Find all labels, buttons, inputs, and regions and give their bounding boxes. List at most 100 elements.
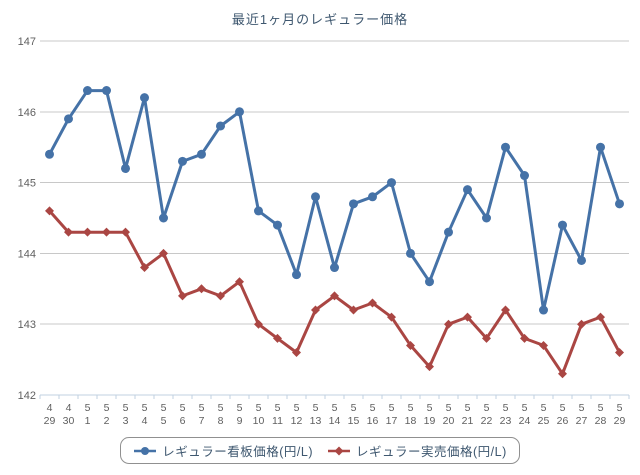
data-point-marker[interactable]: 4/29 レギュラー実売価格(円/L): 144.6 (45, 206, 54, 216)
data-point-marker[interactable]: 5/16 レギュラー看板価格(円/L): 144.8 (368, 192, 377, 202)
data-point-marker[interactable]: 5/18 レギュラー看板価格(円/L): 144 (406, 248, 415, 258)
data-point-marker[interactable]: 5/1 レギュラー実売価格(円/L): 144.3 (83, 227, 92, 237)
data-point-marker[interactable]: 5/20 レギュラー実売価格(円/L): 143 (444, 319, 453, 329)
data-point-marker[interactable]: 5/21 レギュラー実売価格(円/L): 143.1 (463, 312, 472, 322)
data-point-marker[interactable]: 5/26 レギュラー実売価格(円/L): 142.3 (558, 369, 567, 379)
x-axis-label-day: 14 (329, 415, 341, 427)
data-point-marker[interactable]: 5/25 レギュラー看板価格(円/L): 143.2 (539, 305, 548, 315)
data-point-marker[interactable]: 5/23 レギュラー実売価格(円/L): 143.2 (501, 305, 510, 315)
data-point-marker[interactable]: 5/20 レギュラー看板価格(円/L): 144.3 (444, 227, 453, 237)
data-point-marker[interactable]: 5/15 レギュラー実売価格(円/L): 143.2 (349, 305, 358, 315)
x-axis-label-month: 5 (389, 402, 395, 414)
data-point-marker[interactable]: 5/14 レギュラー実売価格(円/L): 143.4 (330, 291, 339, 301)
x-axis-label-day: 5 (161, 415, 167, 427)
data-point-marker[interactable]: 5/6 レギュラー看板価格(円/L): 145.3 (178, 156, 187, 166)
data-point-marker[interactable]: 5/8 レギュラー看板価格(円/L): 145.8 (216, 121, 225, 131)
data-point-marker[interactable]: 5/22 レギュラー実売価格(円/L): 142.8 (482, 333, 491, 343)
data-point-marker[interactable]: 4/29 レギュラー看板価格(円/L): 145.4 (45, 149, 54, 159)
x-axis-label-month: 4 (66, 402, 72, 414)
data-point-marker[interactable]: 5/24 レギュラー実売価格(円/L): 142.8 (520, 333, 529, 343)
data-point-marker[interactable]: 5/4 レギュラー看板価格(円/L): 146.2 (140, 93, 149, 103)
kanban-series-line-marker-icon (134, 446, 157, 455)
data-point-marker[interactable]: 5/16 レギュラー実売価格(円/L): 143.3 (368, 298, 377, 308)
data-point-marker[interactable]: 5/2 レギュラー実売価格(円/L): 144.3 (102, 227, 111, 237)
x-axis-label-month: 5 (503, 402, 509, 414)
x-axis-label-month: 5 (427, 402, 433, 414)
x-axis-label-day: 4 (142, 415, 148, 427)
data-point-marker[interactable]: 5/29 レギュラー看板価格(円/L): 144.7 (615, 199, 624, 209)
data-point-marker[interactable]: 5/1 レギュラー看板価格(円/L): 146.3 (83, 86, 92, 96)
x-axis-label-month: 5 (541, 402, 547, 414)
data-point-marker[interactable]: 5/9 レギュラー実売価格(円/L): 143.6 (235, 277, 244, 287)
x-axis-label-day: 20 (443, 415, 455, 427)
data-point-marker[interactable]: 5/13 レギュラー実売価格(円/L): 143.2 (311, 305, 320, 315)
data-point-marker[interactable]: 5/25 レギュラー実売価格(円/L): 142.7 (539, 340, 548, 350)
data-point-marker[interactable]: 5/29 レギュラー実売価格(円/L): 142.6 (615, 348, 624, 358)
data-point-marker[interactable]: 5/11 レギュラー実売価格(円/L): 142.8 (273, 333, 282, 343)
data-point-marker[interactable]: 5/9 レギュラー看板価格(円/L): 146 (235, 107, 244, 117)
data-point-marker[interactable]: 5/7 レギュラー看板価格(円/L): 145.4 (197, 149, 206, 159)
data-point-marker[interactable]: 5/2 レギュラー看板価格(円/L): 146.3 (102, 86, 111, 96)
data-point-marker[interactable]: 5/5 レギュラー看板価格(円/L): 144.5 (159, 213, 168, 223)
x-axis-label-day: 6 (180, 415, 186, 427)
x-axis-label-month: 5 (123, 402, 129, 414)
data-point-marker[interactable]: 5/19 レギュラー実売価格(円/L): 142.4 (425, 362, 434, 372)
x-axis-label-month: 5 (408, 402, 414, 414)
data-point-marker[interactable]: 5/4 レギュラー実売価格(円/L): 143.8 (140, 263, 149, 273)
x-axis-label-day: 30 (63, 415, 75, 427)
x-axis-label-month: 5 (142, 402, 148, 414)
data-point-marker[interactable]: 5/10 レギュラー看板価格(円/L): 144.6 (254, 206, 263, 216)
data-point-marker[interactable]: 5/17 レギュラー実売価格(円/L): 143.1 (387, 312, 396, 322)
data-point-marker[interactable]: 5/10 レギュラー実売価格(円/L): 143 (254, 319, 263, 329)
x-axis-label-month: 5 (598, 402, 604, 414)
legend-label-kanban-price: レギュラー看板価格(円/L) (162, 445, 313, 459)
x-axis-label-month: 5 (85, 402, 91, 414)
data-point-marker[interactable]: 5/8 レギュラー実売価格(円/L): 143.4 (216, 291, 225, 301)
data-point-marker[interactable]: 5/13 レギュラー看板価格(円/L): 144.8 (311, 192, 320, 202)
data-point-marker[interactable]: 5/11 レギュラー看板価格(円/L): 144.4 (273, 220, 282, 230)
x-axis-label-month: 5 (218, 402, 224, 414)
data-point-marker[interactable]: 4/30 レギュラー実売価格(円/L): 144.3 (64, 227, 73, 237)
data-point-marker[interactable]: 5/12 レギュラー実売価格(円/L): 142.6 (292, 348, 301, 358)
data-point-marker[interactable]: 5/6 レギュラー実売価格(円/L): 143.4 (178, 291, 187, 301)
x-axis-label-month: 5 (104, 402, 110, 414)
y-axis-label: 144 (18, 248, 36, 260)
data-point-marker[interactable]: 5/7 レギュラー実売価格(円/L): 143.5 (197, 284, 206, 294)
data-point-marker[interactable]: 5/3 レギュラー実売価格(円/L): 144.3 (121, 227, 130, 237)
x-axis-label-day: 23 (500, 415, 512, 427)
data-point-marker[interactable]: 5/17 レギュラー看板価格(円/L): 145 (387, 178, 396, 188)
data-point-marker[interactable]: 5/5 レギュラー実売価格(円/L): 144 (159, 248, 168, 258)
data-point-marker[interactable]: 5/23 レギュラー看板価格(円/L): 145.5 (501, 142, 510, 152)
legend-item-kanban-price[interactable]: レギュラー看板価格(円/L) (133, 441, 313, 460)
legend-item-jitsubai-price[interactable]: レギュラー実売価格(円/L) (327, 441, 507, 460)
x-axis-label-day: 2 (104, 415, 110, 427)
chart-legend: レギュラー看板価格(円/L) レギュラー実売価格(円/L) (120, 437, 520, 464)
data-point-marker[interactable]: 5/21 レギュラー看板価格(円/L): 144.9 (463, 185, 472, 195)
data-point-marker[interactable]: 5/28 レギュラー看板価格(円/L): 145.5 (596, 142, 605, 152)
x-axis-label-month: 5 (351, 402, 357, 414)
x-axis-label-day: 8 (218, 415, 224, 427)
x-axis-label-month: 5 (617, 402, 623, 414)
data-point-marker[interactable]: 5/28 レギュラー実売価格(円/L): 143.1 (596, 312, 605, 322)
data-point-marker[interactable]: 5/24 レギュラー看板価格(円/L): 145.1 (520, 171, 529, 181)
data-point-marker[interactable]: 5/19 レギュラー看板価格(円/L): 143.6 (425, 277, 434, 287)
data-point-marker[interactable]: 5/22 レギュラー看板価格(円/L): 144.5 (482, 213, 491, 223)
data-point-marker[interactable]: 4/30 レギュラー看板価格(円/L): 145.9 (64, 114, 73, 124)
data-point-marker[interactable]: 5/18 レギュラー実売価格(円/L): 142.7 (406, 340, 415, 350)
data-point-marker[interactable]: 5/27 レギュラー看板価格(円/L): 143.9 (577, 255, 586, 265)
x-axis-label-day: 25 (538, 415, 550, 427)
data-point-marker[interactable]: 5/3 レギュラー看板価格(円/L): 145.2 (121, 163, 130, 173)
data-point-marker[interactable]: 5/14 レギュラー看板価格(円/L): 143.8 (330, 263, 339, 273)
y-axis-label: 142 (18, 390, 36, 402)
x-axis-label-day: 7 (199, 415, 205, 427)
data-point-marker[interactable]: 5/12 レギュラー看板価格(円/L): 143.7 (292, 270, 301, 280)
x-axis-label-month: 5 (522, 402, 528, 414)
data-point-marker[interactable]: 5/27 レギュラー実売価格(円/L): 143 (577, 319, 586, 329)
data-point-marker[interactable]: 5/26 レギュラー看板価格(円/L): 144.4 (558, 220, 567, 230)
x-axis-label-day: 21 (462, 415, 474, 427)
price-line-chart-plot: 1471461451441431424294305152535455565758… (18, 36, 630, 427)
data-point-marker[interactable]: 5/15 レギュラー看板価格(円/L): 144.7 (349, 199, 358, 209)
x-axis-label-day: 27 (576, 415, 588, 427)
y-axis-label: 146 (18, 107, 36, 119)
